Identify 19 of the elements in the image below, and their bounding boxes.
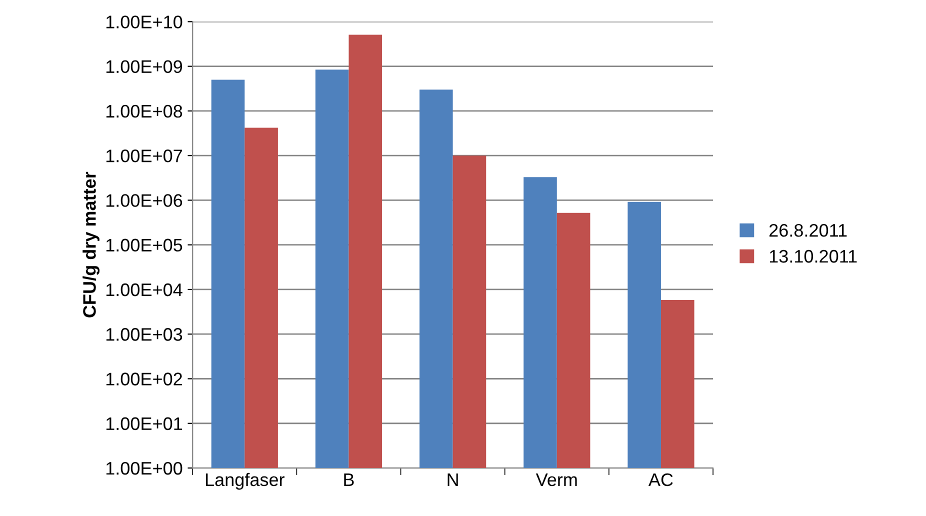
- x-tick-label: Verm: [536, 474, 577, 486]
- y-tick-label: 1.00E+05: [106, 238, 182, 252]
- y-tick-label: 1.00E+06: [106, 194, 182, 207]
- x-tick-label: B: [344, 474, 354, 486]
- y-tick-label: 1.00E+02: [106, 372, 182, 386]
- y-tick-label: 1.00E+07: [106, 150, 182, 162]
- legend-label: 26.8.2011: [769, 224, 847, 237]
- legend-label: 13.10.2011: [770, 250, 857, 263]
- x-tick-label: Langfaser: [206, 472, 285, 490]
- y-axis-title: CFU/g dry matter: [82, 172, 100, 318]
- y-tick-label: 1.00E+00: [106, 462, 182, 475]
- y-tick-label: 1.00E+01: [106, 417, 182, 430]
- y-tick-label: 1.00E+04: [106, 283, 182, 296]
- x-tick-label: AC: [648, 473, 673, 486]
- y-tick-label: 1.00E+09: [106, 60, 182, 74]
- y-tick-label: 1.00E+10: [106, 16, 182, 28]
- y-tick-label: 1.00E+08: [106, 104, 182, 118]
- y-tick-label: 1.00E+03: [106, 328, 182, 341]
- x-tick-label: N: [448, 474, 458, 486]
